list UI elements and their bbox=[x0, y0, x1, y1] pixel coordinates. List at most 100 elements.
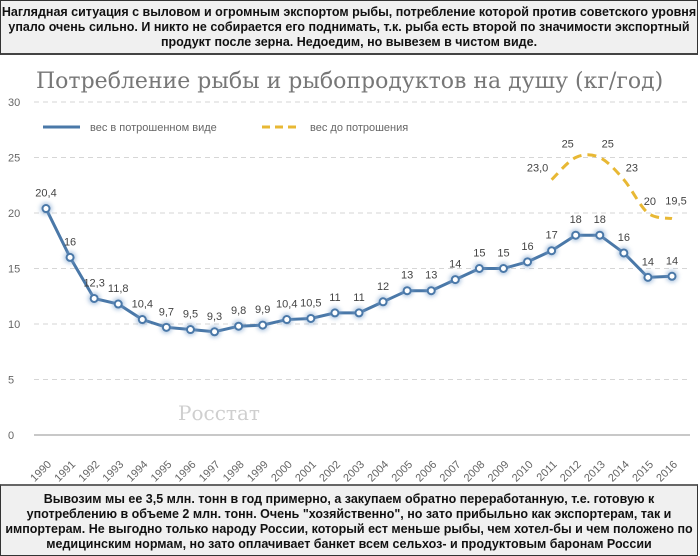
legend-label-ungutted: вес до потрошения bbox=[310, 122, 408, 134]
data-point-gutted bbox=[330, 308, 340, 318]
x-tick-label: 1998 bbox=[221, 459, 247, 484]
data-label-ungutted: 23,0 bbox=[527, 163, 548, 175]
data-label-gutted: 16 bbox=[64, 236, 76, 248]
data-label-gutted: 14 bbox=[449, 259, 461, 271]
data-label-gutted: 13 bbox=[401, 270, 413, 282]
data-point-gutted bbox=[547, 246, 557, 256]
x-tick-label: 1996 bbox=[173, 459, 199, 484]
x-tick-label: 1993 bbox=[101, 459, 127, 484]
data-label-gutted: 13 bbox=[425, 270, 437, 282]
data-label-gutted: 18 bbox=[570, 214, 582, 226]
series-ungutted-line bbox=[550, 153, 673, 221]
data-point-gutted bbox=[619, 248, 629, 258]
y-tick-label: 15 bbox=[8, 264, 20, 276]
x-tick-label: 1990 bbox=[28, 459, 54, 484]
x-tick-label: 1999 bbox=[245, 459, 271, 484]
data-label-gutted: 9,5 bbox=[183, 309, 198, 321]
data-point-gutted bbox=[402, 286, 412, 296]
data-label-gutted: 11 bbox=[353, 292, 364, 304]
data-label-gutted: 17 bbox=[545, 230, 557, 242]
header-note: Наглядная ситуация с выловом и огромным … bbox=[0, 0, 698, 55]
data-point-gutted bbox=[65, 252, 75, 262]
data-label-gutted: 10,4 bbox=[132, 299, 153, 311]
data-label-gutted: 9,9 bbox=[255, 304, 270, 316]
y-tick-label: 10 bbox=[8, 319, 20, 331]
data-point-gutted bbox=[210, 327, 220, 337]
x-tick-label: 1991 bbox=[52, 459, 78, 484]
x-tick-label: 1992 bbox=[76, 459, 102, 484]
x-tick-label: 2008 bbox=[462, 459, 488, 484]
data-label-gutted: 11,8 bbox=[108, 283, 129, 295]
x-tick-label: 2011 bbox=[535, 459, 560, 484]
data-label-ungutted: 19,5 bbox=[665, 196, 686, 208]
data-point-gutted bbox=[643, 272, 653, 282]
x-tick-label: 2012 bbox=[558, 459, 584, 484]
data-point-gutted bbox=[378, 297, 388, 307]
x-tick-label: 2009 bbox=[486, 459, 512, 484]
x-tick-label: 2006 bbox=[414, 459, 440, 484]
y-tick-label: 0 bbox=[8, 430, 14, 442]
data-label-gutted: 11 bbox=[329, 292, 340, 304]
data-label-gutted: 20,4 bbox=[35, 188, 56, 200]
fish-consumption-chart: Потребление рыбы и рыбопродуктов на душу… bbox=[8, 69, 690, 484]
data-label-gutted: 9,7 bbox=[159, 306, 174, 318]
x-tick-label: 2001 bbox=[293, 459, 319, 484]
x-tick-label: 2004 bbox=[365, 459, 391, 484]
data-point-gutted bbox=[137, 315, 147, 325]
data-label-gutted: 16 bbox=[618, 232, 630, 244]
x-tick-label: 1995 bbox=[149, 459, 175, 484]
data-point-gutted bbox=[523, 257, 533, 267]
y-tick-label: 20 bbox=[8, 208, 20, 220]
data-label-ungutted: 20 bbox=[644, 196, 656, 208]
x-tick-label: 1997 bbox=[197, 459, 223, 484]
data-point-gutted bbox=[161, 322, 171, 332]
data-label-gutted: 10,4 bbox=[276, 299, 297, 311]
watermark-text: Росстат bbox=[178, 401, 260, 425]
data-label-gutted: 18 bbox=[594, 214, 606, 226]
data-point-gutted bbox=[450, 275, 460, 285]
data-point-gutted bbox=[426, 286, 436, 296]
x-tick-label: 1994 bbox=[125, 459, 151, 484]
data-point-gutted bbox=[282, 315, 292, 325]
data-point-gutted bbox=[306, 313, 316, 323]
data-label-ungutted: 25 bbox=[562, 139, 574, 151]
data-point-gutted bbox=[595, 230, 605, 240]
data-point-gutted bbox=[113, 299, 123, 309]
data-label-gutted: 16 bbox=[521, 241, 533, 253]
x-tick-label: 2002 bbox=[317, 459, 343, 484]
data-point-gutted bbox=[354, 308, 364, 318]
data-label-gutted: 10,5 bbox=[300, 297, 321, 309]
x-tick-label: 2005 bbox=[389, 459, 415, 484]
data-point-gutted bbox=[89, 293, 99, 303]
data-point-gutted bbox=[667, 271, 677, 281]
data-point-gutted bbox=[185, 325, 195, 335]
data-label-gutted: 14 bbox=[642, 256, 654, 268]
footer-note: Вывозим мы ее 3,5 млн. тонн в год пример… bbox=[0, 484, 698, 556]
data-point-gutted bbox=[258, 320, 268, 330]
x-tick-label: 2007 bbox=[438, 459, 464, 484]
data-point-gutted bbox=[571, 230, 581, 240]
data-label-gutted: 14 bbox=[666, 255, 678, 267]
y-tick-label: 5 bbox=[8, 375, 14, 387]
x-tick-label: 2000 bbox=[269, 459, 295, 484]
data-label-gutted: 15 bbox=[473, 248, 485, 260]
x-tick-label: 2013 bbox=[582, 459, 608, 484]
x-tick-label: 2010 bbox=[510, 459, 536, 484]
data-label-ungutted: 23 bbox=[626, 163, 638, 175]
data-point-gutted bbox=[498, 264, 508, 273]
legend-label-gutted: вес в потрошенном виде bbox=[90, 122, 217, 134]
data-point-gutted bbox=[41, 204, 51, 214]
data-label-gutted: 9,8 bbox=[231, 305, 246, 317]
data-label-gutted: 12,3 bbox=[83, 277, 104, 289]
y-tick-label: 25 bbox=[8, 153, 20, 165]
data-label-gutted: 15 bbox=[497, 248, 509, 260]
x-tick-label: 2015 bbox=[630, 459, 656, 484]
chart-title: Потребление рыбы и рыбопродуктов на душу… bbox=[36, 69, 663, 94]
y-tick-label: 30 bbox=[8, 97, 20, 109]
data-label-gutted: 12 bbox=[377, 281, 389, 293]
data-point-gutted bbox=[234, 321, 244, 331]
x-tick-label: 2016 bbox=[654, 459, 680, 484]
data-point-gutted bbox=[474, 264, 484, 273]
x-tick-label: 2014 bbox=[606, 459, 632, 484]
data-label-gutted: 9,3 bbox=[207, 311, 222, 323]
